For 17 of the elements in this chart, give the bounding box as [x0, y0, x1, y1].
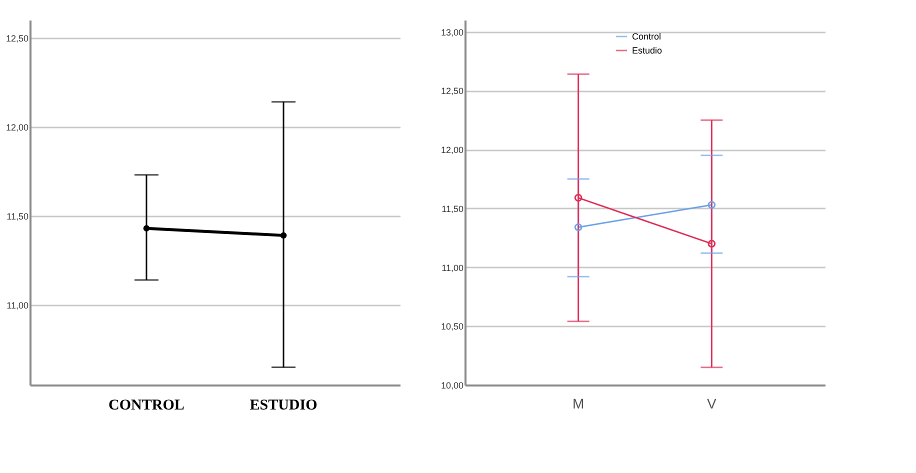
y-tick-label: 11,50 — [442, 204, 464, 214]
x-tick-label: ESTUDIO — [250, 398, 318, 414]
y-tick-label: 11,00 — [6, 300, 28, 310]
y-tick-label: 11,50 — [6, 211, 28, 222]
y-tick-label: 12,50 — [6, 33, 28, 44]
x-tick-label: M — [572, 396, 584, 412]
y-tick-label: 12,00 — [6, 122, 28, 132]
y-tick-label: 12,00 — [440, 145, 464, 156]
y-tick-label: 10,50 — [440, 322, 464, 332]
legend-label: Control — [632, 32, 662, 42]
x-tick-label: CONTROL — [108, 398, 184, 414]
y-tick-label: 13,00 — [440, 27, 464, 38]
x-tick-label: V — [706, 396, 717, 412]
y-tick-label: 12,50 — [440, 86, 464, 96]
legend-label: Estudio — [632, 46, 662, 56]
y-tick-label: 10,00 — [440, 380, 464, 390]
y-tick-label: 11,00 — [442, 262, 464, 273]
